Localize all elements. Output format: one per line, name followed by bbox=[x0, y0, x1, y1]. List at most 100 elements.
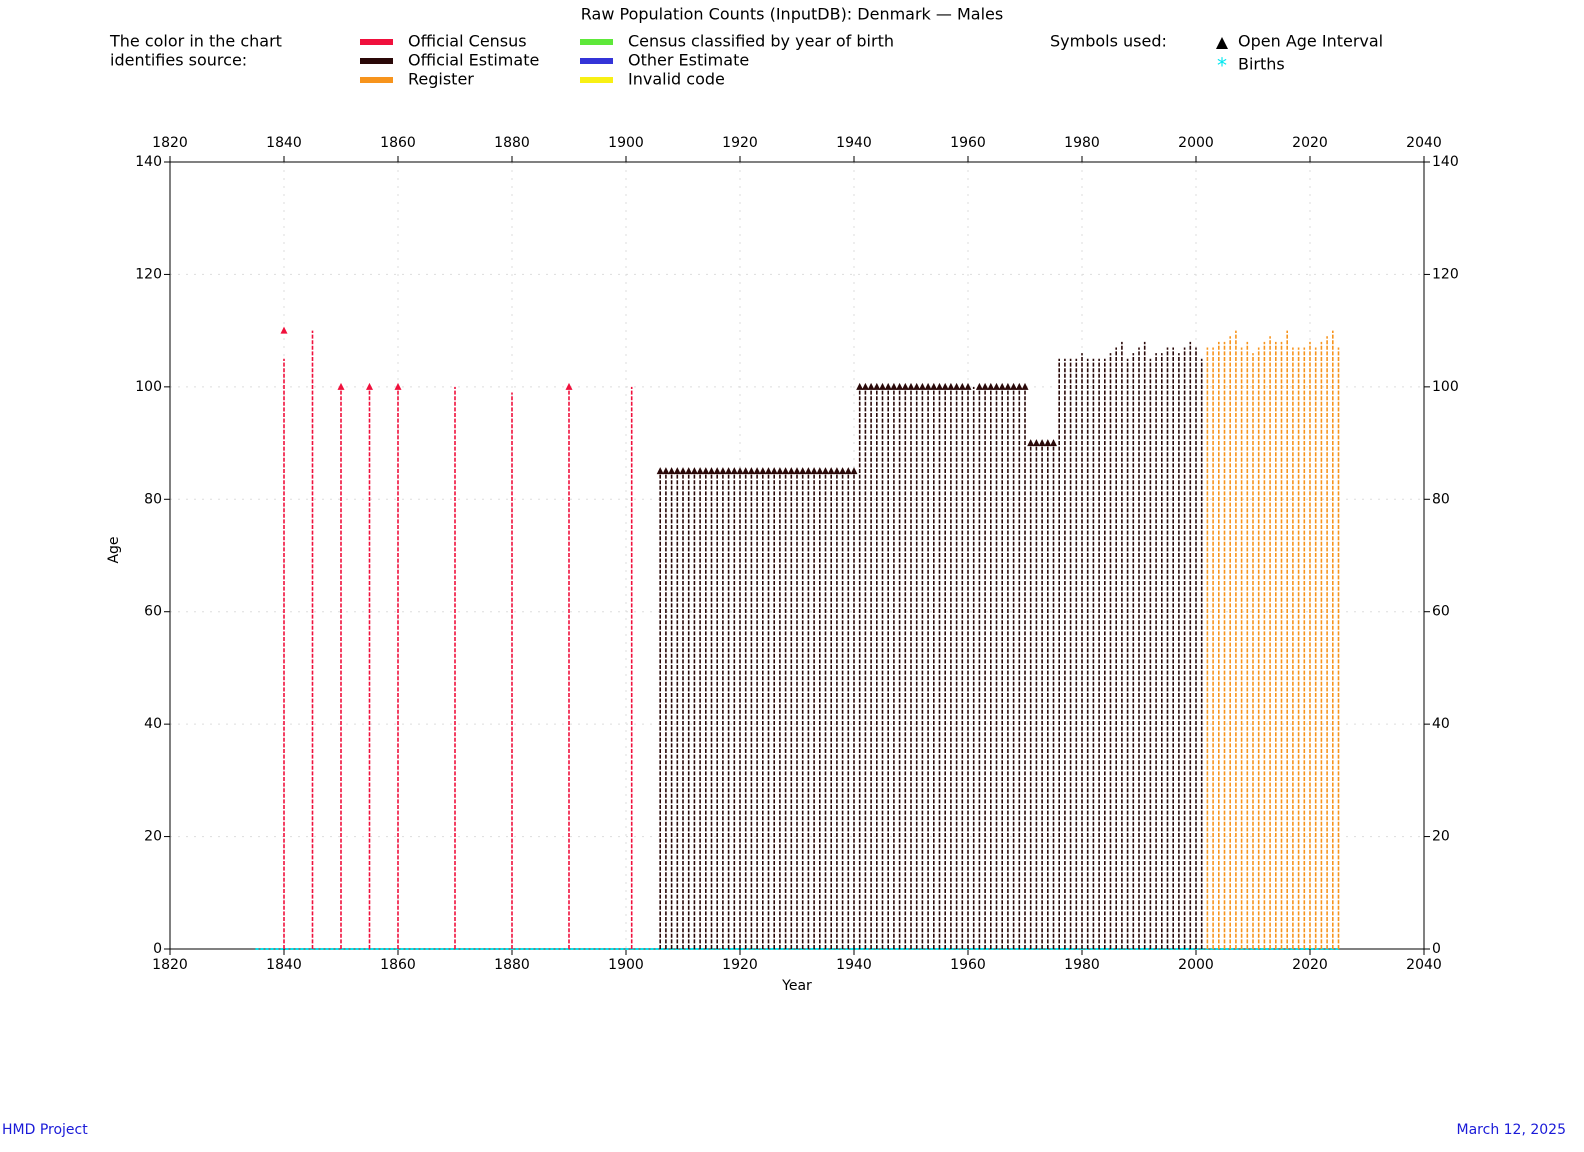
open-age-marker bbox=[1038, 439, 1046, 447]
x-tick-label: 1960 bbox=[950, 135, 986, 151]
open-age-symbol bbox=[1216, 37, 1228, 49]
x-tick-label: 1980 bbox=[1064, 135, 1100, 151]
x-axis-label: Year bbox=[781, 978, 812, 994]
open-age-marker bbox=[793, 467, 801, 475]
open-age-marker bbox=[913, 382, 921, 390]
legend-swatch bbox=[580, 39, 613, 45]
open-age-marker bbox=[742, 467, 750, 475]
open-age-marker bbox=[1050, 439, 1057, 447]
legend-label: Official Estimate bbox=[408, 51, 539, 70]
open-age-marker bbox=[753, 467, 761, 475]
open-age-marker bbox=[394, 382, 402, 390]
x-tick-label: 2020 bbox=[1292, 957, 1328, 973]
x-tick-label: 1900 bbox=[608, 957, 644, 973]
y-tick-label: 140 bbox=[1432, 154, 1459, 170]
open-age-marker bbox=[975, 382, 983, 390]
legend-swatch bbox=[360, 77, 393, 83]
open-age-marker bbox=[759, 467, 767, 475]
open-age-marker bbox=[884, 382, 892, 390]
open-age-marker bbox=[679, 467, 687, 475]
open-age-marker bbox=[953, 382, 961, 390]
x-tick-label: 1840 bbox=[266, 957, 302, 973]
open-age-marker bbox=[1027, 439, 1035, 447]
open-age-marker bbox=[833, 467, 841, 475]
open-age-marker bbox=[816, 467, 824, 475]
y-tick-label: 80 bbox=[144, 491, 162, 507]
open-age-marker bbox=[856, 382, 864, 390]
open-age-marker bbox=[787, 467, 795, 475]
legend-label: Births bbox=[1238, 55, 1285, 74]
open-age-marker bbox=[924, 382, 932, 390]
y-tick-label: 20 bbox=[144, 829, 162, 845]
open-age-marker bbox=[839, 467, 847, 475]
open-age-marker bbox=[770, 467, 778, 475]
y-tick-label: 40 bbox=[1432, 716, 1450, 732]
x-tick-label: 2000 bbox=[1178, 135, 1214, 151]
x-tick-label: 1820 bbox=[152, 135, 188, 151]
legend-swatch bbox=[360, 58, 393, 64]
x-tick-label: 1980 bbox=[1064, 957, 1100, 973]
open-age-marker bbox=[810, 467, 818, 475]
open-age-marker bbox=[890, 382, 898, 390]
y-tick-label: 60 bbox=[144, 604, 162, 620]
footer-left: HMD Project bbox=[2, 1122, 88, 1138]
x-tick-label: 1860 bbox=[380, 957, 416, 973]
open-age-marker bbox=[713, 467, 721, 475]
open-age-marker bbox=[719, 467, 727, 475]
open-age-marker bbox=[673, 467, 681, 475]
x-tick-label: 1880 bbox=[494, 135, 530, 151]
open-age-marker bbox=[827, 467, 835, 475]
open-age-marker bbox=[822, 467, 829, 475]
x-tick-label: 1920 bbox=[722, 957, 758, 973]
legend-swatch bbox=[580, 77, 613, 83]
source-note: identifies source: bbox=[110, 51, 247, 70]
open-age-marker bbox=[901, 382, 909, 390]
open-age-marker bbox=[1010, 382, 1018, 390]
open-age-marker bbox=[964, 382, 972, 390]
y-tick-label: 0 bbox=[153, 941, 162, 957]
source-note: The color in the chart bbox=[109, 32, 282, 51]
x-tick-label: 1840 bbox=[266, 135, 302, 151]
open-age-marker bbox=[930, 382, 938, 390]
open-age-marker bbox=[337, 382, 345, 390]
y-tick-label: 0 bbox=[1432, 941, 1441, 957]
open-age-marker bbox=[736, 467, 744, 475]
x-tick-label: 1940 bbox=[836, 135, 872, 151]
open-age-marker bbox=[896, 382, 904, 390]
open-age-marker bbox=[366, 382, 373, 390]
open-age-marker bbox=[993, 382, 1000, 390]
open-age-marker bbox=[844, 467, 852, 475]
x-tick-label: 1920 bbox=[722, 135, 758, 151]
legend-label: Official Census bbox=[408, 32, 527, 51]
open-age-marker bbox=[804, 467, 812, 475]
y-tick-label: 60 bbox=[1432, 604, 1450, 620]
open-age-marker bbox=[685, 467, 693, 475]
births-symbol: * bbox=[1217, 54, 1227, 78]
open-age-marker bbox=[947, 382, 955, 390]
y-tick-label: 100 bbox=[1432, 379, 1459, 395]
open-age-marker bbox=[708, 467, 715, 475]
open-age-marker bbox=[690, 467, 698, 475]
legend-label: Other Estimate bbox=[628, 51, 749, 70]
open-age-marker bbox=[918, 382, 926, 390]
open-age-marker bbox=[867, 382, 875, 390]
x-tick-label: 1880 bbox=[494, 957, 530, 973]
open-age-marker bbox=[656, 467, 664, 475]
open-age-marker bbox=[981, 382, 989, 390]
open-age-marker bbox=[280, 326, 288, 334]
x-tick-label: 1960 bbox=[950, 957, 986, 973]
open-age-marker bbox=[936, 382, 943, 390]
open-age-marker bbox=[907, 382, 915, 390]
open-age-marker bbox=[941, 382, 949, 390]
open-age-marker bbox=[730, 467, 738, 475]
open-age-marker bbox=[873, 382, 881, 390]
open-age-marker bbox=[1032, 439, 1040, 447]
legend-label: Invalid code bbox=[628, 70, 725, 89]
y-tick-label: 120 bbox=[1432, 266, 1459, 282]
legend-label: Open Age Interval bbox=[1238, 32, 1383, 51]
y-tick-label: 140 bbox=[135, 154, 162, 170]
open-age-marker bbox=[879, 382, 886, 390]
x-tick-label: 2040 bbox=[1406, 957, 1442, 973]
legend-label: Census classified by year of birth bbox=[628, 32, 894, 51]
